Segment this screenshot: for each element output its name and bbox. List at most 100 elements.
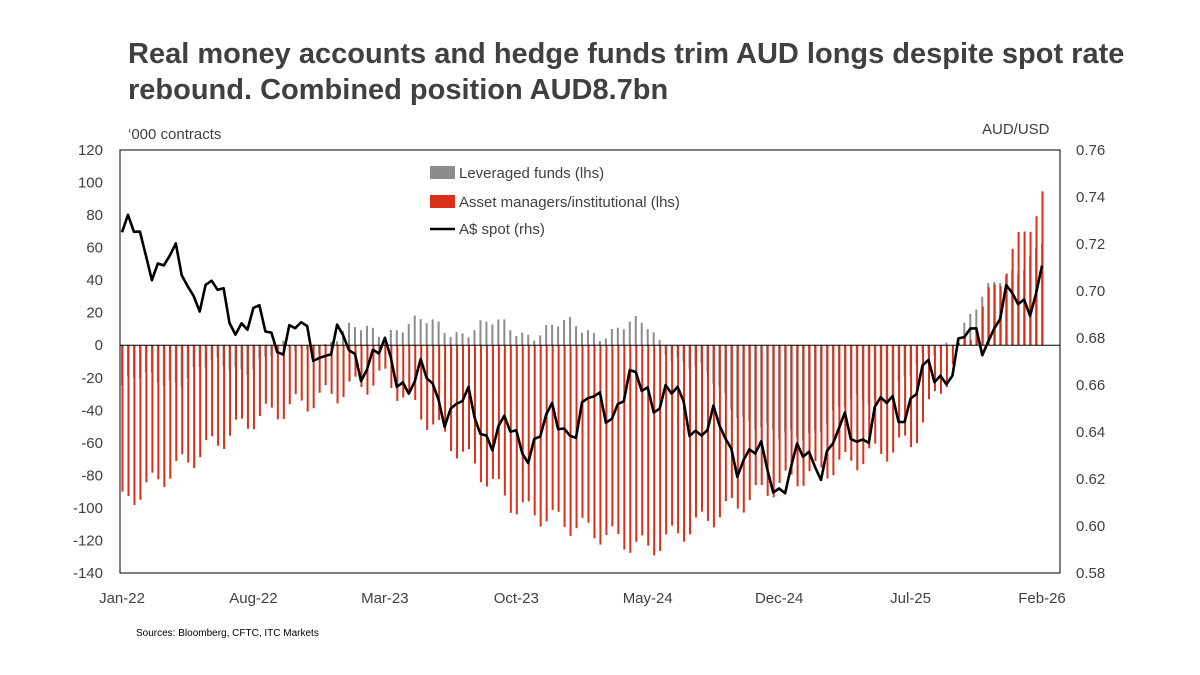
asset-bar [700, 345, 703, 512]
leveraged-bar [437, 321, 440, 346]
asset-bar [904, 345, 907, 436]
legend-swatch-asset [430, 195, 455, 208]
legend-label-spot: A$ spot (rhs) [459, 221, 545, 238]
asset-bar [491, 345, 494, 479]
asset-managers-bars [121, 191, 1044, 556]
leveraged-bar [515, 335, 518, 346]
leveraged-bar [371, 327, 374, 346]
leveraged-bar [652, 332, 655, 346]
asset-bar [647, 345, 650, 546]
asset-bar [957, 342, 960, 346]
left-tick-label: -100 [73, 500, 103, 517]
asset-bar [378, 345, 381, 371]
asset-bar [270, 345, 273, 408]
leveraged-bar [521, 332, 524, 346]
right-tick-label: 0.74 [1076, 189, 1105, 206]
legend-swatch-leveraged [430, 166, 455, 179]
leveraged-bar [539, 335, 542, 346]
left-tick-label: 60 [86, 240, 103, 257]
left-tick-label: 100 [78, 175, 103, 192]
leveraged-bar [443, 332, 446, 346]
right-tick-label: 0.68 [1076, 330, 1105, 347]
asset-bar [808, 345, 811, 472]
asset-bar [581, 345, 584, 518]
chart-title: Real money accounts and hedge funds trim… [128, 38, 1125, 106]
leveraged-bar [598, 341, 601, 346]
asset-bar [240, 345, 243, 419]
leveraged-bar [377, 336, 380, 346]
asset-bar [1029, 231, 1032, 346]
asset-bar [629, 345, 632, 553]
leveraged-bar [389, 329, 392, 346]
asset-bar [360, 345, 363, 388]
asset-bar [736, 345, 739, 509]
x-tick-label: Jul-25 [890, 590, 931, 607]
asset-bar [898, 345, 901, 438]
asset-bar [133, 345, 136, 506]
asset-bar [252, 345, 255, 430]
asset-bar [438, 345, 441, 420]
asset-bar [121, 345, 124, 492]
asset-bar [199, 345, 202, 458]
leveraged-bar [616, 327, 619, 346]
asset-bar [467, 345, 470, 450]
leveraged-bar [634, 315, 637, 346]
x-tick-label: May-24 [623, 590, 673, 607]
asset-bar [814, 345, 817, 462]
asset-bar [450, 345, 453, 452]
asset-bar [336, 345, 339, 404]
asset-bar [211, 345, 214, 437]
asset-bar [1017, 232, 1020, 346]
asset-bar [856, 345, 859, 471]
asset-bar [497, 345, 500, 480]
asset-bar [838, 345, 841, 460]
leveraged-bar [485, 321, 488, 346]
asset-bar [563, 345, 566, 527]
x-tick-label: Oct-23 [494, 590, 539, 607]
asset-bar [521, 345, 524, 503]
asset-bar [730, 345, 733, 499]
left-tick-label: -60 [81, 435, 103, 452]
asset-bar [1023, 231, 1026, 346]
leveraged-bar [407, 324, 410, 346]
asset-bar [922, 345, 925, 423]
asset-bar [342, 345, 345, 398]
asset-bar [981, 306, 984, 346]
asset-bar [229, 345, 232, 436]
asset-bar [975, 330, 978, 346]
asset-bar [820, 345, 823, 468]
asset-bar [862, 345, 865, 464]
asset-bar [414, 345, 417, 400]
asset-bar [712, 345, 715, 528]
asset-bar [390, 345, 393, 388]
x-tick-label: Mar-23 [361, 590, 409, 607]
left-tick-label: -80 [81, 467, 103, 484]
leveraged-bar [359, 330, 362, 346]
asset-bar [754, 345, 757, 486]
left-tick-label: 80 [86, 207, 103, 224]
right-tick-label: 0.72 [1076, 236, 1105, 253]
leveraged-bar [330, 341, 333, 346]
left-tick-label: 120 [78, 142, 103, 159]
asset-bar [324, 345, 327, 386]
x-tick-label: Dec-24 [755, 590, 803, 607]
asset-bar [1035, 216, 1038, 346]
asset-bar [868, 345, 871, 449]
asset-bar [473, 345, 476, 464]
asset-bar [318, 345, 321, 393]
asset-bar [330, 345, 333, 394]
asset-bar [796, 345, 799, 487]
asset-bar [348, 345, 351, 382]
asset-bar [802, 345, 805, 486]
leveraged-bar [491, 324, 494, 346]
asset-bar [778, 345, 781, 483]
asset-bar [276, 345, 279, 420]
leveraged-bar [473, 330, 476, 346]
asset-bar [127, 345, 130, 497]
leveraged-bar [503, 319, 506, 346]
leveraged-bar [449, 336, 452, 346]
right-tick-label: 0.64 [1076, 424, 1105, 441]
left-axis-ticks: 120 100 80 60 40 20 0 -20 -40 -60 -80 -100 -120 -140 [73, 142, 103, 582]
left-tick-label: -140 [73, 565, 103, 582]
